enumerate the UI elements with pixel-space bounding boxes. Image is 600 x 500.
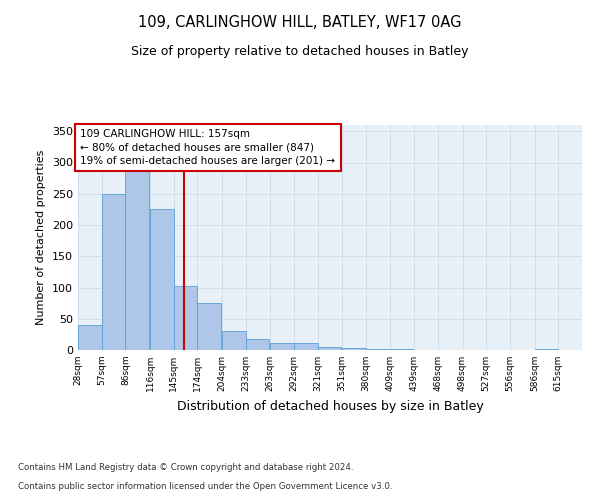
Bar (318, 347, 341, 350)
Text: Size of property relative to detached houses in Batley: Size of property relative to detached ho… (131, 45, 469, 58)
Text: Contains HM Land Registry data © Crown copyright and database right 2024.: Contains HM Land Registry data © Crown c… (18, 464, 353, 472)
Text: Contains public sector information licensed under the Open Government Licence v3: Contains public sector information licen… (18, 482, 392, 491)
Bar (246, 339, 269, 350)
Bar (174, 286, 197, 350)
Bar (390, 349, 413, 350)
Bar (150, 210, 174, 350)
Bar (270, 343, 294, 350)
Bar (102, 194, 125, 350)
Text: 109, CARLINGHOW HILL, BATLEY, WF17 0AG: 109, CARLINGHOW HILL, BATLEY, WF17 0AG (138, 15, 462, 30)
Bar (366, 349, 390, 350)
X-axis label: Distribution of detached houses by size in Batley: Distribution of detached houses by size … (176, 400, 484, 412)
Y-axis label: Number of detached properties: Number of detached properties (37, 150, 46, 325)
Bar (222, 331, 246, 350)
Bar (535, 349, 558, 350)
Bar (342, 348, 366, 350)
Bar (78, 325, 102, 350)
Bar (125, 168, 149, 350)
Bar (294, 343, 318, 350)
Text: 109 CARLINGHOW HILL: 157sqm
← 80% of detached houses are smaller (847)
19% of se: 109 CARLINGHOW HILL: 157sqm ← 80% of det… (80, 130, 335, 166)
Bar (197, 302, 221, 350)
